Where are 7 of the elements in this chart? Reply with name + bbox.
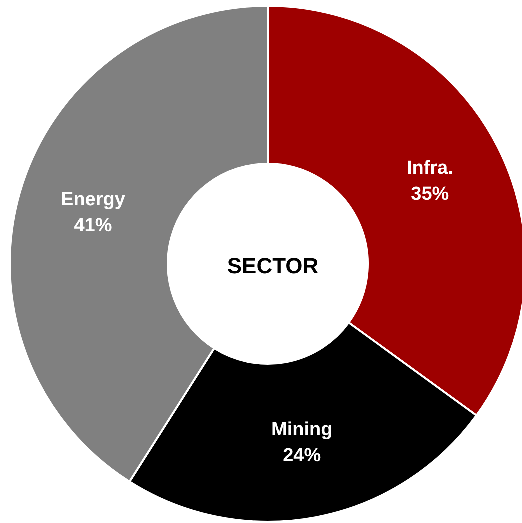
data-label: 41% bbox=[74, 216, 112, 237]
data-label: 24% bbox=[283, 445, 322, 466]
slice-label: Mining bbox=[272, 419, 333, 440]
slice-label: Energy bbox=[61, 190, 126, 211]
slice-label: Infra. bbox=[406, 158, 454, 179]
data-label: 35% bbox=[411, 184, 450, 205]
text: SECTOR bbox=[227, 254, 319, 278]
